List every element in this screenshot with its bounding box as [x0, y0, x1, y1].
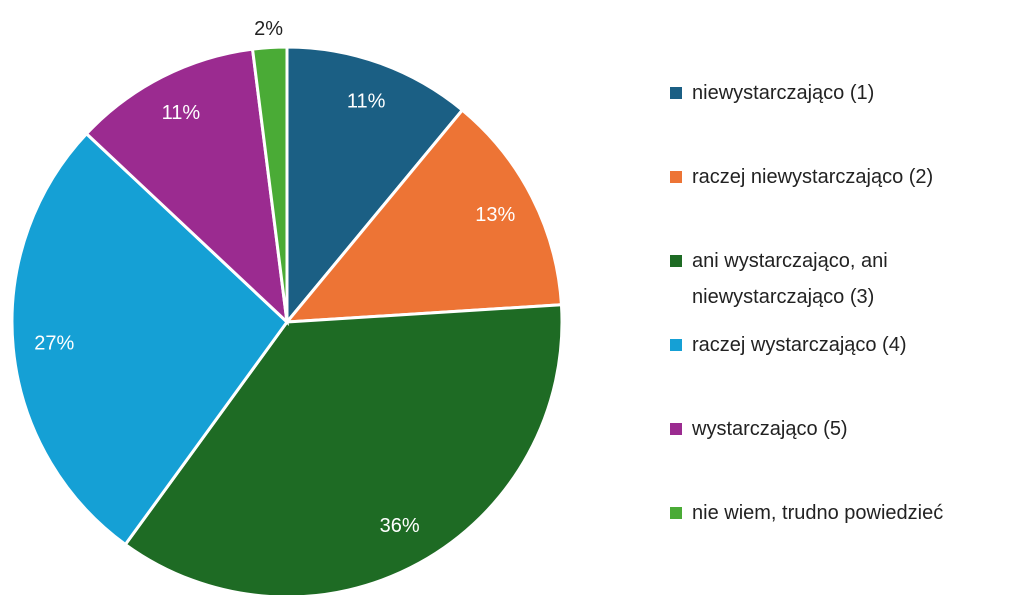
legend-swatch [670, 423, 682, 435]
legend: niewystarczająco (1) raczej niewystarczaj… [670, 75, 1000, 579]
data-label: 11% [162, 102, 201, 124]
legend-label: nie wiem, trudno powiedzieć [692, 502, 944, 524]
legend-label: raczej wystarczająco (4) [692, 334, 907, 356]
legend-swatch [670, 171, 682, 183]
pie-slice [84, 47, 290, 326]
legend-item: nie wiem, trudno powiedzieć [670, 495, 1000, 579]
legend-item: raczej niewystarczająco (2) [670, 159, 1000, 243]
data-label: 36% [380, 515, 420, 537]
legend-label: raczej niewystarczająco (2) [692, 166, 934, 188]
legend-swatch [670, 87, 682, 99]
pie-slice [123, 303, 564, 595]
legend-label: niewystarczająco (1) [692, 82, 875, 104]
pie-slice [285, 45, 465, 327]
legend-item: ani wystarczająco, ani niewystarczająco … [670, 243, 1000, 327]
legend-item: raczej wystarczająco (4) [670, 327, 1000, 411]
legend-swatch [670, 507, 682, 519]
legend-item: wystarczająco (5) [670, 411, 1000, 495]
legend-swatch [670, 255, 682, 267]
data-label: 27% [34, 332, 74, 354]
chart: 11% 13% 36% 27% 11% 2% [10, 18, 564, 595]
legend-label: wystarczająco (5) [692, 418, 848, 440]
legend-swatch [670, 339, 682, 351]
data-label: 2% [254, 18, 283, 40]
legend-label: ani wystarczająco, ani niewystarczająco … [692, 250, 888, 308]
pie-slice [250, 45, 289, 323]
pie-slice [283, 107, 564, 324]
pie-slice [10, 131, 289, 547]
legend-item: niewystarczająco (1) [670, 75, 1000, 159]
data-label: 13% [475, 204, 515, 226]
data-label: 11% [347, 90, 386, 112]
